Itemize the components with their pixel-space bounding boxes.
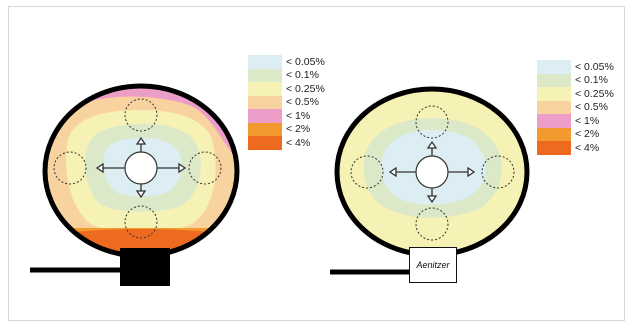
legend-item: < 0.1%	[537, 73, 617, 87]
left-legend: < 0.05% < 0.1% < 0.25% < 0.5% < 1% < 2% …	[248, 55, 328, 150]
right-center-fan	[415, 155, 449, 189]
legend-label: < 0.25%	[575, 87, 614, 100]
legend-item: < 0.25%	[248, 82, 328, 96]
legend-swatch	[248, 68, 282, 82]
legend-item: < 4%	[248, 136, 328, 150]
legend-swatch	[537, 100, 571, 114]
legend-label: < 1%	[575, 114, 600, 127]
legend-label: < 0.05%	[575, 60, 614, 73]
legend-label: < 4%	[575, 141, 600, 154]
legend-item: < 0.25%	[537, 87, 617, 101]
legend-swatch	[537, 114, 571, 128]
legend-item: < 0.1%	[248, 68, 328, 82]
legend-label: < 0.5%	[286, 96, 319, 109]
legend-item: < 0.05%	[537, 60, 617, 74]
right-chamber	[330, 86, 530, 275]
legend-item: < 1%	[248, 109, 328, 123]
left-probe-left	[53, 151, 87, 185]
legend-swatch	[248, 82, 282, 96]
right-flow-arrows	[388, 140, 476, 204]
left-probe-top	[124, 98, 158, 132]
legend-label: < 4%	[286, 136, 311, 149]
legend-label: < 0.1%	[286, 69, 319, 82]
right-probe-right	[481, 155, 515, 189]
left-device-box	[120, 248, 170, 286]
right-probe-bottom	[415, 207, 449, 241]
legend-swatch	[248, 95, 282, 109]
right-legend: < 0.05% < 0.1% < 0.25% < 0.5% < 1% < 2% …	[537, 60, 617, 155]
legend-swatch	[537, 60, 571, 74]
legend-label: < 0.05%	[286, 55, 325, 68]
legend-swatch	[248, 122, 282, 136]
legend-item: < 4%	[537, 141, 617, 155]
left-flow-arrows	[95, 136, 187, 199]
legend-swatch	[248, 55, 282, 69]
legend-label: < 2%	[286, 123, 311, 136]
legend-swatch	[537, 73, 571, 87]
legend-label: < 0.25%	[286, 82, 325, 95]
legend-label: < 2%	[575, 128, 600, 141]
legend-item: < 2%	[248, 122, 328, 136]
legend-swatch	[537, 127, 571, 141]
legend-item: < 2%	[537, 127, 617, 141]
legend-item: < 0.5%	[248, 95, 328, 109]
right-device-box: Aenitzer	[409, 247, 457, 283]
right-device-label: Aenitzer	[416, 260, 450, 270]
left-chamber	[30, 83, 240, 286]
legend-item: < 1%	[537, 114, 617, 128]
legend-item: < 0.5%	[537, 100, 617, 114]
legend-label: < 1%	[286, 109, 311, 122]
legend-label: < 0.5%	[575, 101, 608, 114]
legend-swatch	[537, 87, 571, 101]
legend-label: < 0.1%	[575, 74, 608, 87]
right-probe-left	[350, 155, 384, 189]
right-probe-top	[415, 105, 449, 139]
left-center-fan	[124, 151, 158, 185]
legend-swatch	[248, 136, 282, 150]
left-probe-bottom	[124, 205, 158, 239]
left-probe-right	[188, 151, 222, 185]
legend-swatch	[248, 109, 282, 123]
legend-item: < 0.05%	[248, 55, 328, 69]
legend-swatch	[537, 141, 571, 155]
